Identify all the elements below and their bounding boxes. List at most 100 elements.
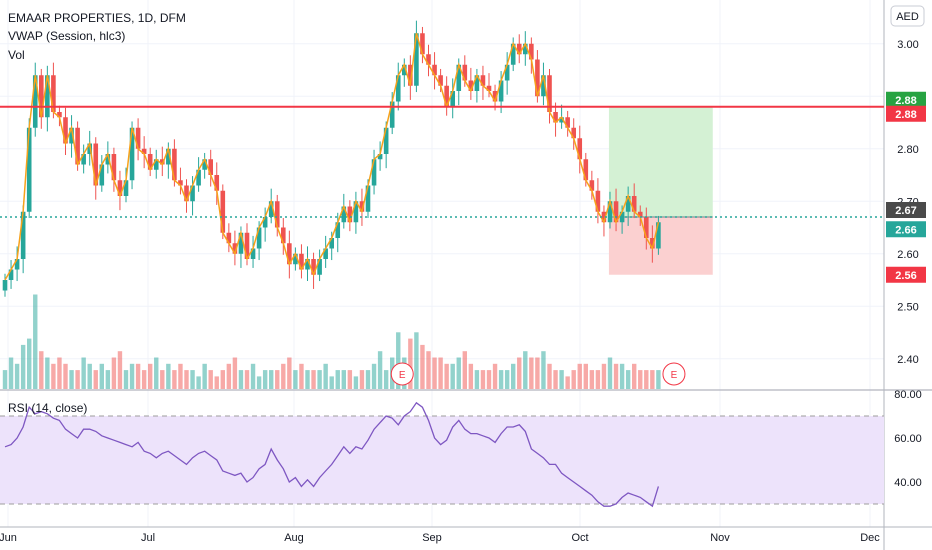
time-tick-label: Aug bbox=[284, 532, 304, 544]
volume-bar bbox=[93, 370, 98, 389]
volume-bar bbox=[196, 376, 201, 389]
volume-bar bbox=[33, 294, 38, 389]
candle-body bbox=[172, 148, 177, 181]
currency-label: AED bbox=[896, 11, 919, 23]
candle-body bbox=[256, 227, 262, 249]
time-tick-label: Sep bbox=[422, 532, 442, 544]
volume-bar bbox=[184, 370, 189, 389]
candle-body bbox=[57, 112, 62, 118]
volume-bar bbox=[190, 370, 195, 389]
candle-body bbox=[619, 211, 625, 223]
candle-body bbox=[371, 159, 377, 186]
price-tick-label: 2.80 bbox=[897, 144, 918, 156]
vwap-legend[interactable]: VWAP (Session, hlc3) bbox=[8, 29, 125, 43]
volume-bar bbox=[335, 370, 340, 389]
candle-body bbox=[559, 117, 564, 123]
candle-body bbox=[523, 43, 528, 55]
volume-bar bbox=[57, 357, 62, 389]
volume-bar bbox=[111, 357, 117, 389]
symbol-title[interactable]: EMAAR PROPERTIES, 1D, DFM bbox=[8, 11, 186, 25]
candle-body bbox=[111, 154, 117, 181]
candle-body bbox=[541, 75, 546, 97]
volume-bar bbox=[87, 363, 92, 389]
earnings-circle bbox=[662, 362, 686, 386]
rsi-band bbox=[0, 416, 884, 504]
volume-bar bbox=[583, 363, 588, 389]
volume-bar bbox=[565, 376, 570, 389]
volume-legend[interactable]: Vol bbox=[8, 48, 25, 62]
price-tag-label: 2.88 bbox=[895, 109, 916, 121]
candle-body bbox=[389, 101, 395, 128]
volume-bar bbox=[619, 363, 625, 389]
volume-bar bbox=[178, 363, 183, 389]
volume-bar bbox=[123, 370, 129, 389]
candle-body bbox=[147, 154, 153, 170]
volume-bar bbox=[595, 370, 601, 389]
price-candles bbox=[2, 20, 661, 297]
volume-bar bbox=[214, 376, 219, 389]
volume-bar bbox=[553, 370, 558, 389]
candle-body bbox=[577, 138, 583, 160]
candle-body bbox=[81, 154, 86, 165]
rsi-legend[interactable]: RSI (14, close) bbox=[8, 401, 87, 415]
volume-bar bbox=[456, 357, 461, 389]
candle-body bbox=[486, 85, 492, 91]
candle-body bbox=[607, 201, 613, 223]
candle-body bbox=[323, 248, 328, 259]
volume-bar bbox=[450, 363, 455, 389]
volume-bar bbox=[141, 370, 147, 389]
volume-bar bbox=[541, 351, 546, 389]
volume-bar bbox=[2, 370, 8, 389]
candle-body bbox=[99, 164, 105, 186]
volume-bar bbox=[250, 363, 256, 389]
volume-bar bbox=[329, 376, 334, 389]
volume-bar bbox=[311, 370, 316, 389]
price-tick-label: 2.60 bbox=[897, 249, 918, 261]
price-tick-label: 2.40 bbox=[897, 354, 918, 366]
volume-bar bbox=[625, 370, 631, 389]
price-tick-label: 2.50 bbox=[897, 301, 918, 313]
earnings-circle bbox=[390, 362, 414, 386]
volume-bar bbox=[438, 357, 443, 389]
volume-bar bbox=[377, 351, 383, 389]
volume-bar bbox=[154, 357, 159, 389]
candle-body bbox=[14, 259, 20, 270]
candle-body bbox=[69, 127, 74, 144]
volume-bar bbox=[559, 370, 564, 389]
currency-button[interactable]: AED bbox=[890, 5, 925, 27]
earnings-label: E bbox=[671, 370, 678, 381]
candle-body bbox=[637, 211, 643, 217]
price-tag-label: 2.88 bbox=[895, 95, 916, 107]
candle-body bbox=[377, 154, 383, 160]
target-zone bbox=[608, 106, 713, 217]
rsi-panel bbox=[0, 401, 884, 508]
candle-body bbox=[341, 206, 347, 223]
volume-bar bbox=[432, 357, 437, 389]
candle-body bbox=[123, 180, 129, 196]
rsi-line bbox=[4, 401, 660, 508]
candle-body bbox=[625, 196, 631, 212]
time-tick-label: Dec bbox=[860, 532, 880, 544]
candle-body bbox=[516, 43, 522, 55]
candle-body bbox=[262, 217, 268, 228]
candle-body bbox=[547, 75, 552, 112]
candle-body bbox=[238, 232, 244, 254]
candle-body bbox=[39, 75, 44, 118]
candle-body bbox=[395, 75, 401, 102]
candle-body bbox=[353, 201, 359, 223]
price-tag-label: 2.66 bbox=[895, 224, 916, 236]
long-position-tool[interactable] bbox=[608, 106, 713, 275]
candle-body bbox=[456, 64, 462, 91]
candle-body bbox=[244, 232, 250, 259]
candle-body bbox=[202, 159, 207, 170]
price-tag-label: 2.67 bbox=[895, 205, 916, 217]
earnings-marker: E bbox=[662, 362, 686, 386]
price-tag bbox=[886, 105, 926, 122]
candle-body bbox=[274, 201, 280, 228]
volume-bar bbox=[396, 332, 401, 389]
rsi-tick-label: 40.00 bbox=[894, 477, 922, 489]
candle-body bbox=[26, 127, 32, 212]
candle-body bbox=[426, 54, 431, 65]
